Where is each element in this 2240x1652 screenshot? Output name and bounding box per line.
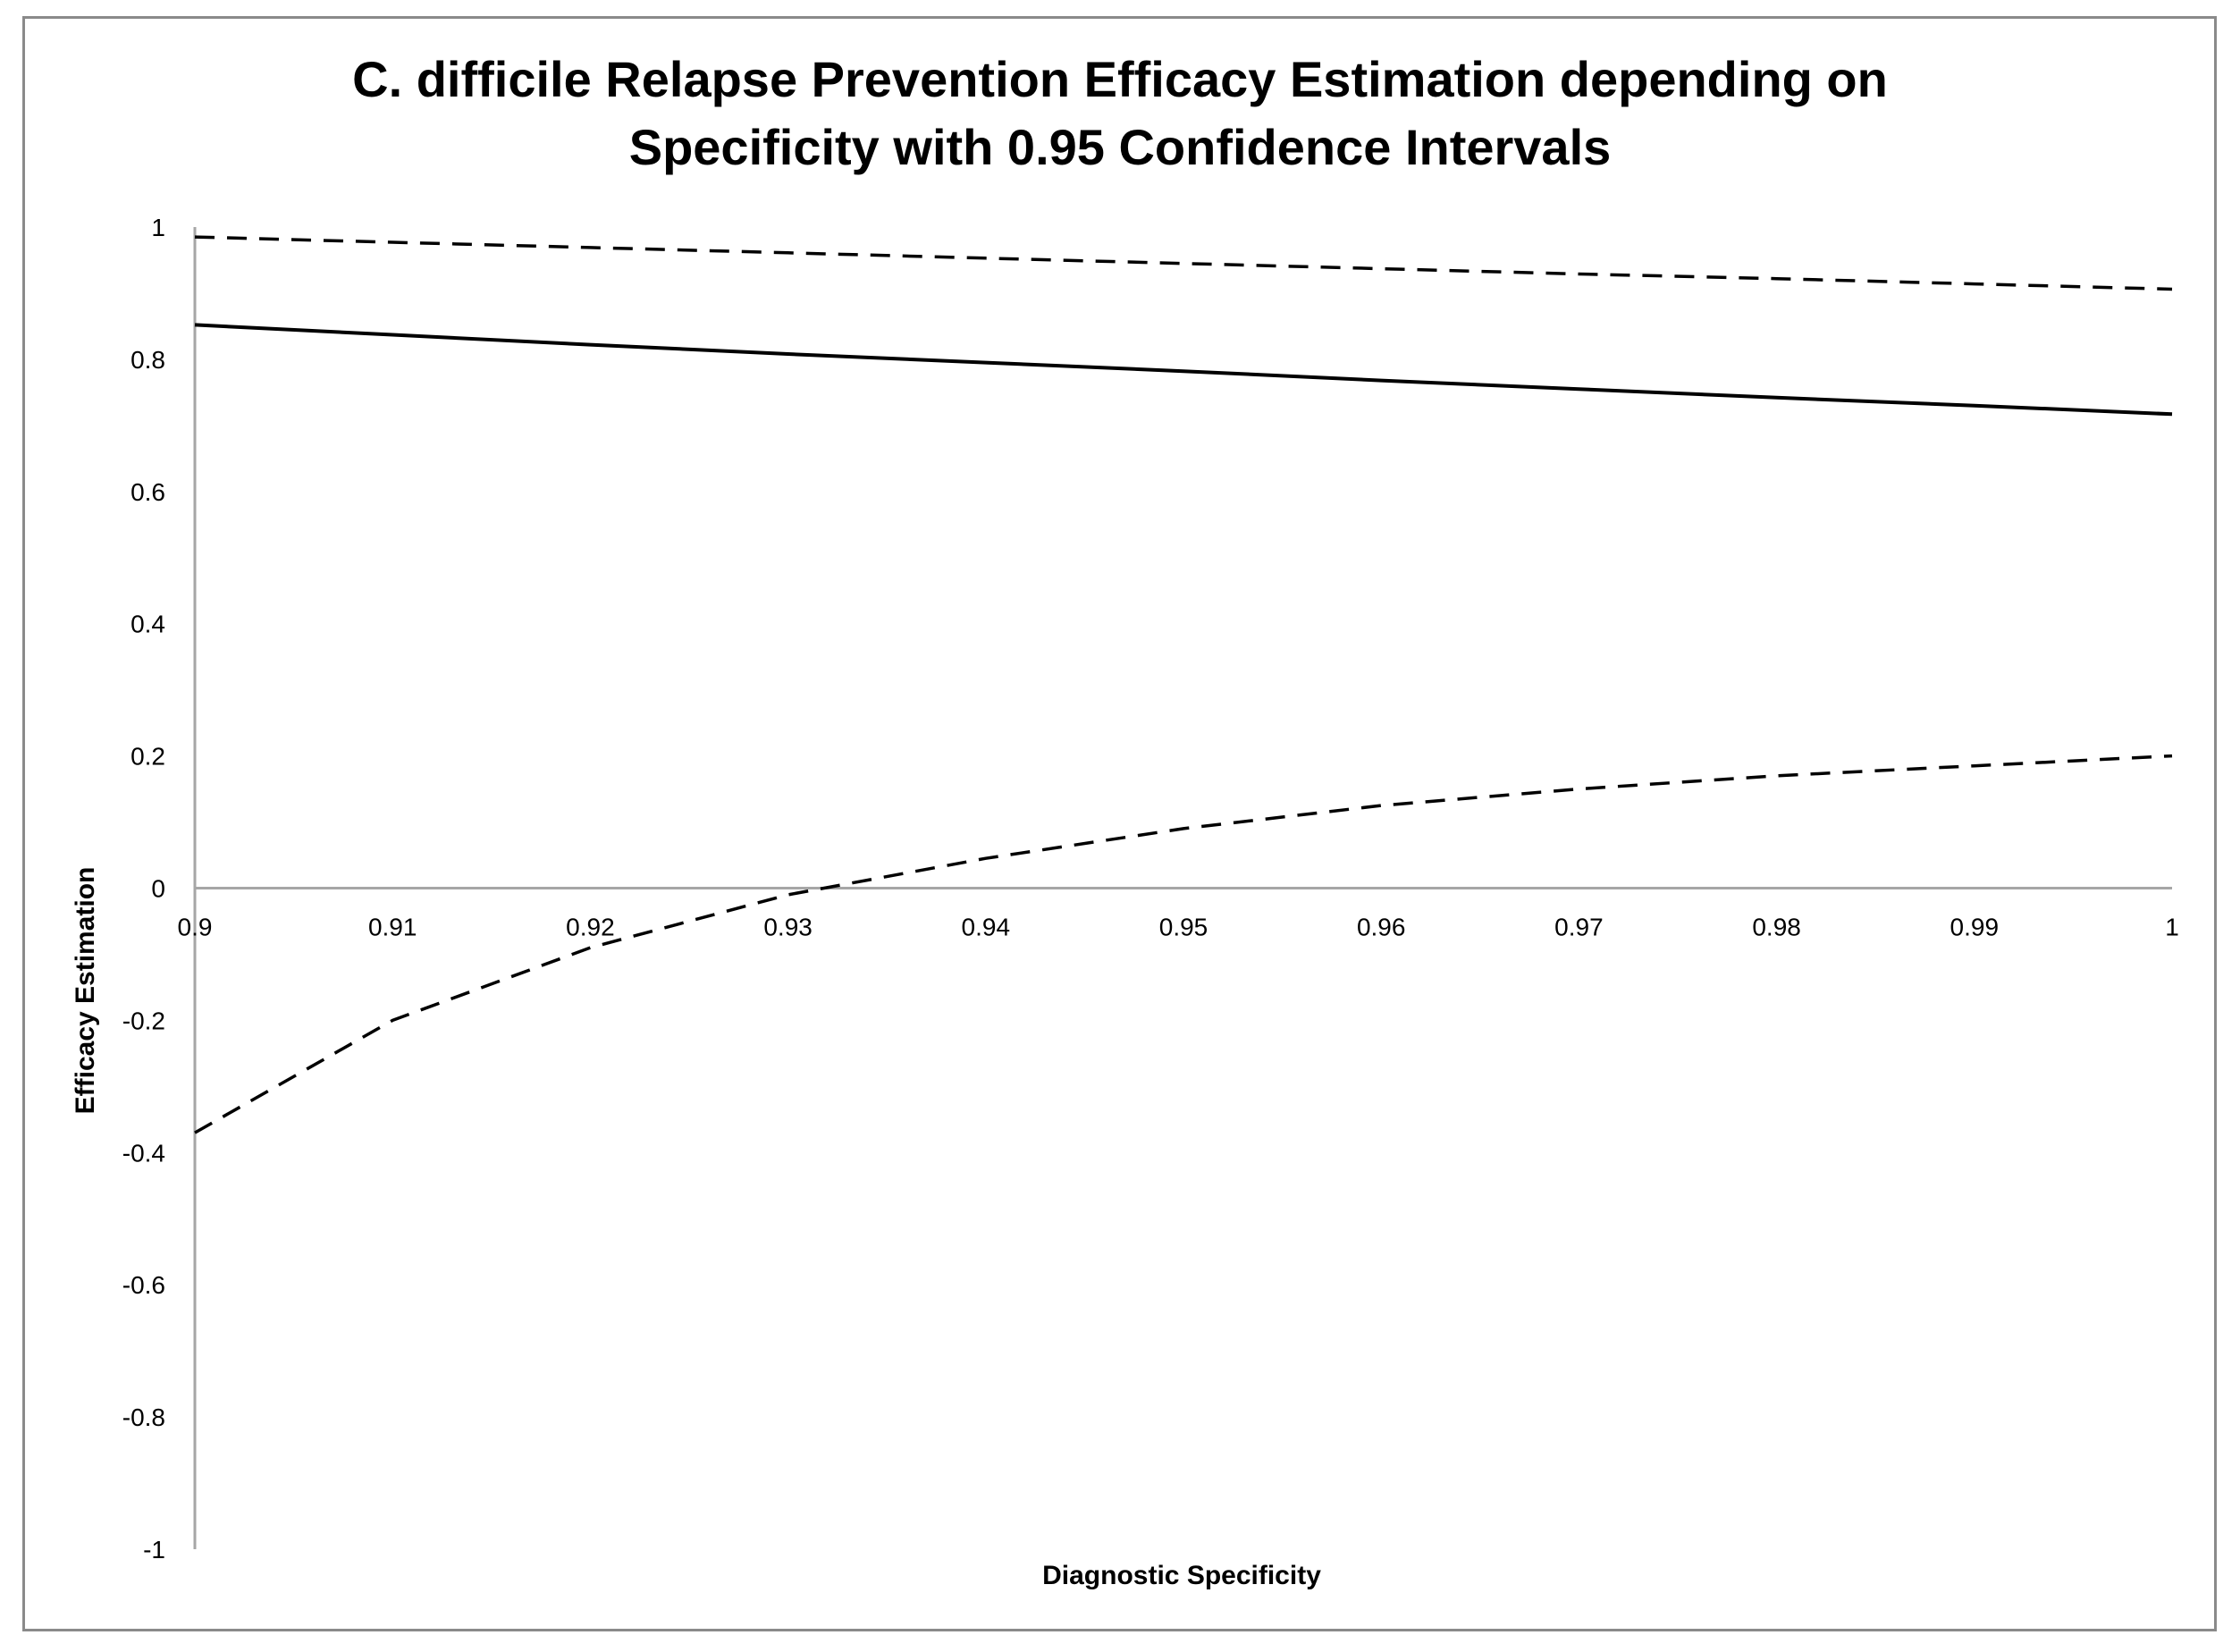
y-tick-label: -0.4 — [122, 1139, 165, 1167]
x-tick-label: 0.91 — [368, 914, 417, 941]
y-tick-label: 1 — [151, 214, 165, 241]
x-axis-tick-labels: 0.9 0.91 0.92 0.93 0.94 0.95 0.96 0.97 0.98 0.99 1 — [178, 914, 2179, 941]
series-line-upper-95-ci — [194, 235, 2173, 291]
y-tick-label: 0.4 — [131, 611, 165, 638]
y-tick-label: -0.6 — [122, 1271, 165, 1299]
x-tick-label: 0.99 — [1950, 914, 2000, 941]
y-axis-title: Efficacy Estimation — [71, 867, 100, 1115]
x-axis-title: Diagnostic Specificity — [1042, 1561, 1321, 1590]
y-axis-tick-labels: 1 0.8 0.6 0.4 0.2 0 -0.2 -0.4 -0.6 -0.8 -1 — [122, 214, 165, 1564]
y-tick-label: 0.2 — [131, 743, 165, 771]
chart-title-line-1: C. difficile Relapse Prevention Efficacy… — [352, 51, 1888, 107]
x-tick-label: 0.93 — [763, 914, 813, 941]
y-tick-label: -0.2 — [122, 1007, 165, 1034]
y-tick-label: -0.8 — [122, 1403, 165, 1431]
axes — [193, 227, 2172, 1549]
y-tick-label: -1 — [143, 1536, 165, 1564]
x-tick-label: 0.94 — [962, 914, 1011, 941]
y-tick-label: 0.8 — [131, 346, 165, 374]
x-tick-label: 0.98 — [1752, 914, 1801, 941]
chart-title-line-2: Specificity with 0.95 Confidence Interva… — [629, 119, 1612, 175]
x-tick-label: 0.96 — [1357, 914, 1406, 941]
chart-frame — [22, 16, 2217, 1631]
chart-title: C. difficile Relapse Prevention Efficacy… — [352, 51, 1888, 175]
x-tick-label: 0.97 — [1554, 914, 1604, 941]
x-tick-label: 0.95 — [1159, 914, 1208, 941]
y-tick-label: 0.6 — [131, 478, 165, 506]
series-line-lower-95-ci — [194, 754, 2173, 1134]
series-line-efficacy-estimate — [194, 323, 2173, 417]
y-tick-label: 0 — [151, 875, 165, 903]
x-tick-label: 1 — [2165, 914, 2179, 941]
x-tick-label: 0.92 — [566, 914, 615, 941]
x-tick-label: 0.9 — [178, 914, 213, 941]
data-series — [194, 235, 2173, 1134]
